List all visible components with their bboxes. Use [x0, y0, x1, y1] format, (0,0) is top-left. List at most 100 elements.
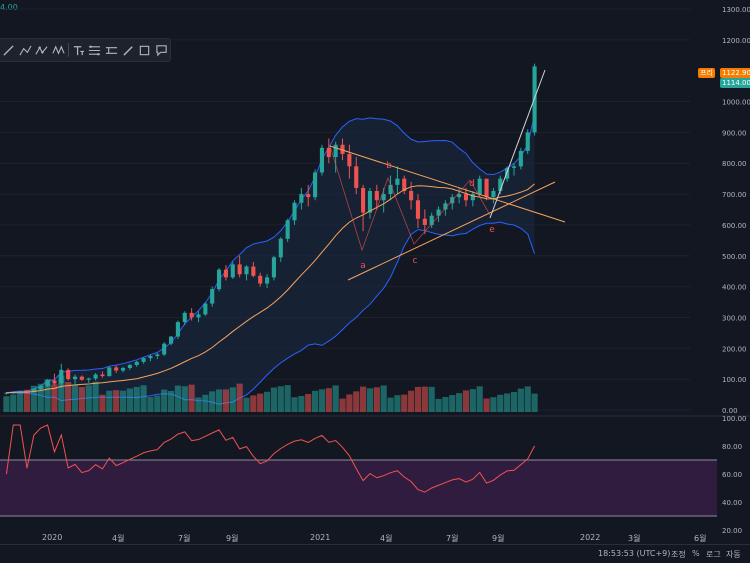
price-tick: 400.00 [722, 284, 747, 292]
candle-body [333, 144, 338, 158]
candle-body [409, 191, 414, 201]
candle-body [326, 147, 331, 158]
candle-body [484, 178, 489, 198]
text-tool-icon[interactable] [70, 39, 87, 61]
candle-body [381, 194, 386, 201]
volume-bar [92, 381, 99, 412]
volume-bar [510, 391, 518, 412]
volume-bar [250, 395, 257, 412]
volume-bar [490, 397, 497, 412]
note-tool-icon[interactable] [153, 39, 170, 61]
volume-bar [428, 386, 435, 412]
volume-bar [140, 385, 147, 412]
candle-body [86, 378, 91, 380]
pattern-tool-icon[interactable] [33, 39, 50, 61]
candle-body [429, 215, 434, 225]
volume-bar [414, 386, 422, 412]
volume-bar [3, 396, 10, 412]
volume-bar [44, 379, 51, 412]
volume-bar [456, 393, 463, 412]
candle-body [354, 166, 359, 188]
volume-bar [202, 394, 209, 412]
volume-bar [229, 387, 236, 412]
candle-body [237, 264, 242, 275]
volume-bar [181, 386, 188, 412]
candle-body [107, 367, 112, 377]
volume-bar [373, 387, 380, 412]
brush-tool-icon[interactable] [120, 39, 137, 61]
volume-bar [346, 394, 353, 412]
auto-toggle[interactable]: 자동 [726, 550, 741, 559]
price-chart[interactable]: a b c d e 1300.00 1200.00 1000.00 900.00 800.00 7… [0, 0, 750, 544]
time-tick: 2021 [310, 533, 331, 542]
candle-body [79, 376, 84, 380]
candle-body [491, 191, 496, 198]
rsi-tick: 100.00 [722, 415, 747, 423]
rsi-panel: 100.00 80.00 60.00 40.00 20.00 [0, 415, 750, 535]
zigzag-tool-icon[interactable] [50, 39, 67, 61]
rsi-tick: 80.00 [722, 443, 742, 451]
volume-bar [353, 391, 360, 412]
volume-bar [243, 397, 250, 412]
time-axis[interactable]: 2020 4월 7월 9월 2021 4월 7월 9월 2022 3월 6월 1… [0, 533, 750, 563]
wave-label: a [360, 261, 366, 271]
volume-bar [174, 385, 181, 412]
volume-bar [257, 393, 264, 412]
candle-body [388, 184, 393, 195]
volume-bar [517, 388, 524, 412]
volume-bar [284, 385, 291, 412]
line-tool-icon[interactable] [0, 39, 17, 61]
price-tick: 900.00 [722, 129, 747, 137]
candle-body [210, 289, 215, 304]
toolbar-separator [67, 43, 69, 57]
volume-bar [531, 393, 538, 412]
candle-body [306, 194, 311, 198]
volume-bar [291, 397, 298, 412]
volume-bar [270, 387, 278, 412]
volume-bar [78, 387, 85, 412]
volume-bar [366, 388, 374, 412]
candle-body [59, 369, 64, 384]
log-toggle[interactable]: 로그 [706, 550, 721, 559]
rsi-tick: 40.00 [722, 499, 742, 507]
percent-toggle[interactable]: % [692, 549, 700, 558]
volume-bar [161, 389, 168, 412]
fib-tool-icon[interactable] [86, 39, 103, 61]
candle-body [127, 364, 132, 369]
wave-path [329, 145, 491, 252]
candle-body [292, 202, 297, 221]
volume-bar [504, 393, 511, 412]
volume-bar [147, 396, 154, 412]
candle-body [196, 314, 201, 318]
time-tick: 4월 [112, 534, 125, 543]
path-tool-icon[interactable] [17, 39, 34, 61]
candle-body [402, 178, 407, 192]
candle-body [361, 187, 366, 213]
candle-body [511, 166, 517, 168]
volume-bar [421, 386, 428, 412]
volume-bar [30, 385, 37, 412]
volume-bar [209, 391, 216, 412]
volume-bar [263, 391, 271, 412]
volume-bar [435, 398, 442, 412]
candle-body [148, 356, 153, 359]
shape-tool-icon[interactable] [137, 39, 154, 61]
candle-body [313, 172, 318, 198]
candle-body [223, 269, 228, 278]
volume-bar [483, 398, 490, 412]
candle-body [162, 343, 167, 355]
adjust-toggle[interactable]: 조정 [671, 550, 686, 559]
candle-body [72, 376, 78, 380]
volume-bar [113, 390, 120, 412]
volume-bar [497, 394, 504, 412]
price-tick: 700.00 [722, 191, 747, 199]
time-tick: 2020 [42, 533, 63, 542]
price-tick: 1300.00 [722, 6, 750, 14]
volume-bar [401, 394, 408, 412]
candle-body [265, 277, 270, 284]
volume-bar [339, 398, 346, 412]
breakout-line [489, 69, 546, 219]
candle-body [347, 153, 352, 167]
measure-tool-icon[interactable] [103, 39, 120, 61]
